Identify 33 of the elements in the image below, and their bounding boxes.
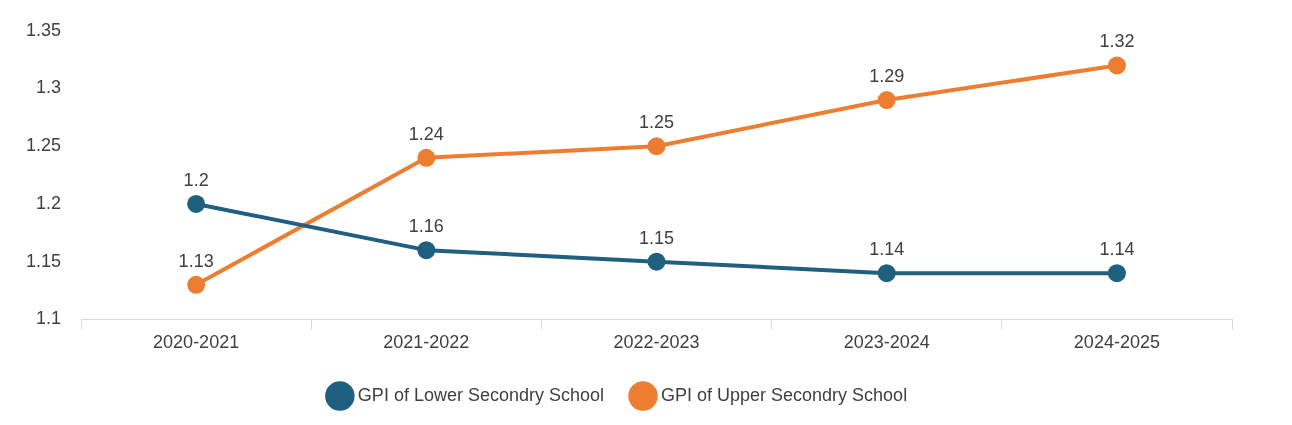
data-label: 1.24	[408, 123, 444, 144]
x-tick-label: 2023-2024	[843, 332, 930, 353]
point	[187, 194, 206, 213]
x-tick-label: 2020-2021	[153, 332, 240, 353]
data-label: 1.15	[638, 227, 675, 248]
data-label: 1.14	[869, 239, 905, 260]
data-label: 1.25	[638, 112, 675, 133]
point	[1107, 56, 1126, 75]
point	[647, 137, 666, 156]
x-tick-label: 2024-2025	[1073, 332, 1160, 353]
point	[647, 252, 666, 271]
y-tick-label: 1.25	[25, 135, 62, 156]
legend-label: GPI of Upper Secondry School	[661, 384, 908, 405]
y-tick-label: 1.35	[25, 19, 62, 40]
y-tick-label: 1.3	[36, 77, 62, 98]
legend-label: GPI of Lower Secondry School	[357, 384, 605, 405]
data-label: 1.29	[869, 66, 905, 87]
data-label: 1.2	[183, 169, 209, 190]
point	[1107, 264, 1126, 283]
point	[417, 241, 436, 260]
point	[877, 91, 896, 110]
x-tick-label: 2021-2022	[383, 332, 470, 353]
y-tick-label: 1.2	[36, 192, 62, 213]
data-label: 1.13	[178, 250, 214, 271]
point	[877, 264, 896, 283]
data-label: 1.32	[1099, 31, 1135, 52]
y-tick-label: 1.15	[25, 250, 62, 271]
data-label: 1.16	[408, 216, 444, 237]
point	[187, 275, 206, 294]
x-tick-label: 2022-2023	[613, 332, 700, 353]
y-tick-label: 1.1	[36, 308, 62, 329]
point	[417, 148, 436, 167]
data-label: 1.14	[1099, 239, 1135, 260]
